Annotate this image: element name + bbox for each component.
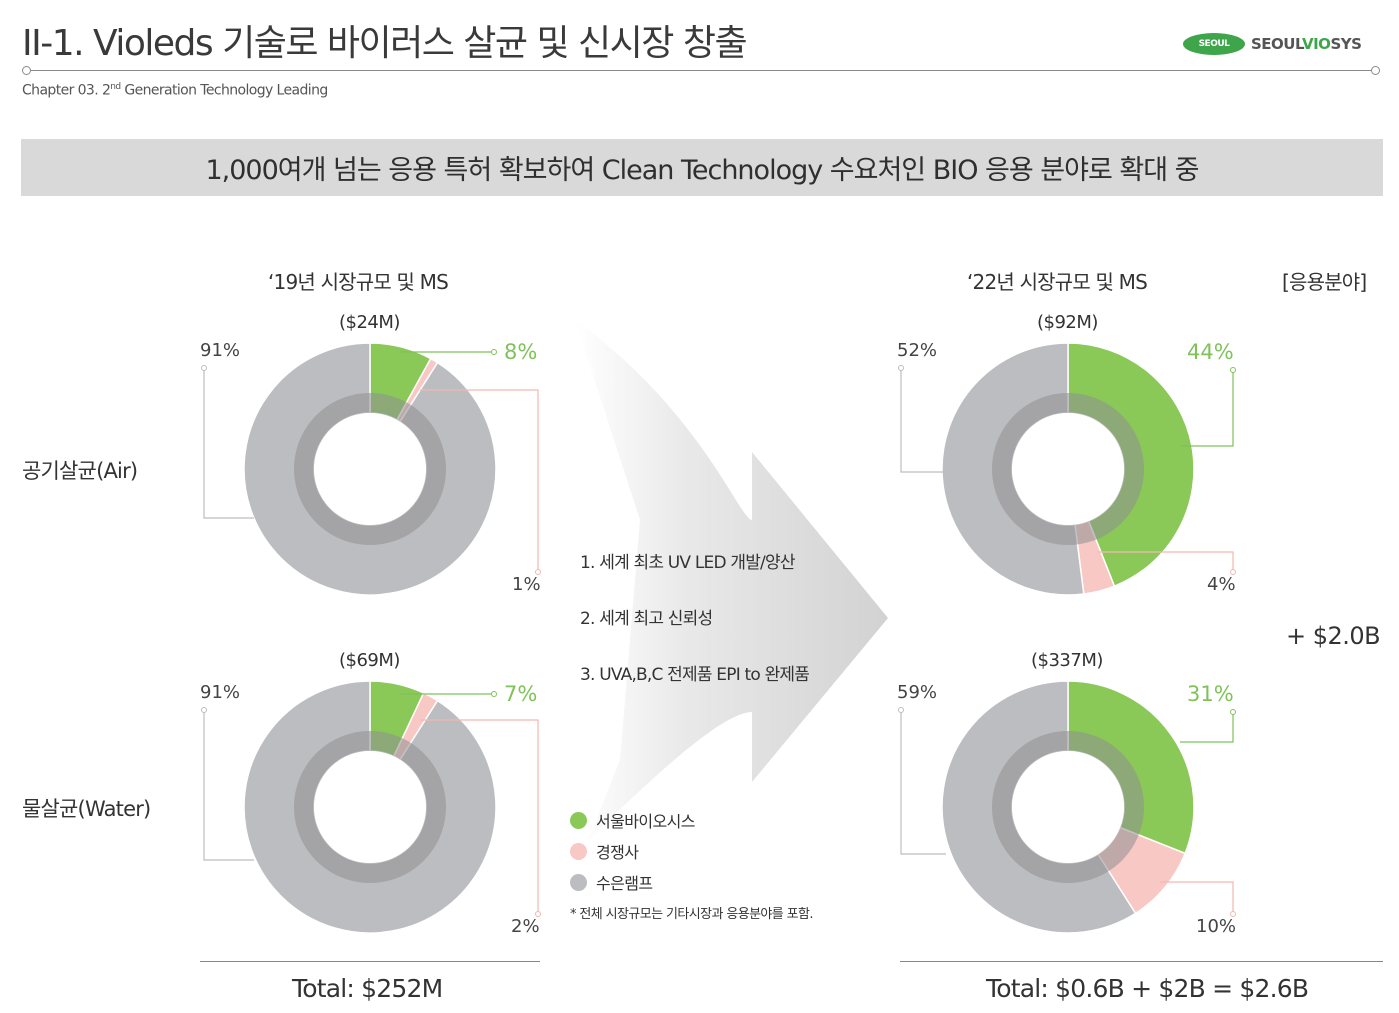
- logo-text: SEOULVIOSYS: [1251, 35, 1362, 53]
- data-label-seoul: 31%: [1187, 682, 1234, 706]
- data-label-competitor: 4%: [1207, 574, 1236, 595]
- data-label-competitor: 10%: [1196, 916, 1237, 937]
- feature-item: 1. 세계 최초 UV LED 개발/양산: [580, 553, 795, 573]
- donut-hole: [314, 751, 426, 863]
- leader-dot: [491, 349, 497, 355]
- growth-arrow: [575, 320, 888, 840]
- data-label-seoul: 8%: [504, 340, 538, 364]
- leader-dot: [1230, 911, 1236, 917]
- market-size-2019-water: ($69M): [339, 650, 400, 671]
- label-leader-line: [1180, 370, 1234, 447]
- data-label-competitor: 2%: [511, 916, 540, 937]
- total-2019: Total: $252M: [292, 974, 443, 1003]
- leader-dot: [535, 911, 541, 917]
- label-leader-line: [1098, 551, 1234, 572]
- application-tag: [응용분야]: [1282, 270, 1367, 294]
- leader-dot: [1230, 569, 1236, 575]
- footnote: * 전체 시장규모는 기타시장과 응용분야를 포함.: [570, 907, 814, 922]
- label-leader-line: [420, 719, 539, 914]
- data-label-mercury: 52%: [897, 340, 938, 361]
- leader-dot: [535, 569, 541, 575]
- feature-item: 2. 세계 최고 신뢰성: [580, 609, 713, 629]
- header-rule-end-dot: [1371, 66, 1380, 75]
- data-label-mercury: 91%: [200, 340, 241, 361]
- leader-dot: [1230, 367, 1236, 373]
- market-size-2022-air: ($92M): [1037, 312, 1098, 333]
- logo-oval: SEOUL: [1183, 33, 1245, 55]
- data-label-seoul: 44%: [1187, 340, 1234, 364]
- category-air: 공기살균(Air): [22, 459, 138, 483]
- header-rule-start-dot: [22, 66, 31, 75]
- leader-dot: [491, 691, 497, 697]
- label-leader-line: [900, 368, 944, 473]
- legend-swatch: [570, 811, 587, 829]
- data-label-mercury: 91%: [200, 682, 241, 703]
- market-size-2022-water: ($337M): [1031, 650, 1103, 671]
- data-label-seoul: 7%: [504, 682, 538, 706]
- total-rule-left: [200, 961, 540, 962]
- header-rule: [26, 70, 1379, 71]
- total-rule-right: [900, 961, 1383, 962]
- legend-item-competitor: 경쟁사: [570, 839, 639, 863]
- right-section-title: ‘22년 시장규모 및 MS: [967, 270, 1148, 294]
- donut-hole: [314, 413, 426, 525]
- left-section-title: ‘19년 시장규모 및 MS: [268, 270, 449, 294]
- leader-dot: [201, 365, 207, 371]
- total-2022: Total: $0.6B + $2B = $2.6B: [986, 974, 1309, 1003]
- donut-hole: [1012, 751, 1124, 863]
- label-leader-line: [1180, 712, 1234, 743]
- label-leader-line: [203, 368, 254, 519]
- donut-hole: [1012, 413, 1124, 525]
- leader-dot: [201, 707, 207, 713]
- feature-item: 3. UVA,B,C 전제품 EPI to 완제품: [580, 665, 810, 685]
- legend-item-seoul: 서울바이오시스: [570, 808, 695, 832]
- company-logo: SEOUL SEOULVIOSYS: [1183, 30, 1362, 58]
- summary-banner: 1,000여개 넘는 응용 특허 확보하여 Clean Technology 수…: [21, 139, 1383, 196]
- chapter-subtitle: Chapter 03. 2nd Generation Technology Le…: [22, 82, 328, 99]
- label-leader-line: [203, 710, 254, 861]
- legend-swatch: [570, 842, 587, 860]
- application-growth-label: + $2.0B: [1286, 622, 1381, 650]
- label-leader-line: [900, 710, 946, 855]
- label-leader-line: [420, 389, 539, 572]
- market-size-2019-air: ($24M): [339, 312, 400, 333]
- leader-dot: [1230, 709, 1236, 715]
- leader-dot: [898, 707, 904, 713]
- data-label-competitor: 1%: [512, 574, 541, 595]
- label-leader-line: [1160, 881, 1234, 914]
- page-title: II-1. Violeds 기술로 바이러스 살균 및 신시장 창출: [22, 23, 748, 64]
- legend-item-mercury: 수은램프: [570, 870, 653, 894]
- leader-dot: [898, 365, 904, 371]
- legend-swatch: [570, 873, 587, 891]
- data-label-mercury: 59%: [897, 682, 938, 703]
- category-water: 물살균(Water): [22, 797, 151, 821]
